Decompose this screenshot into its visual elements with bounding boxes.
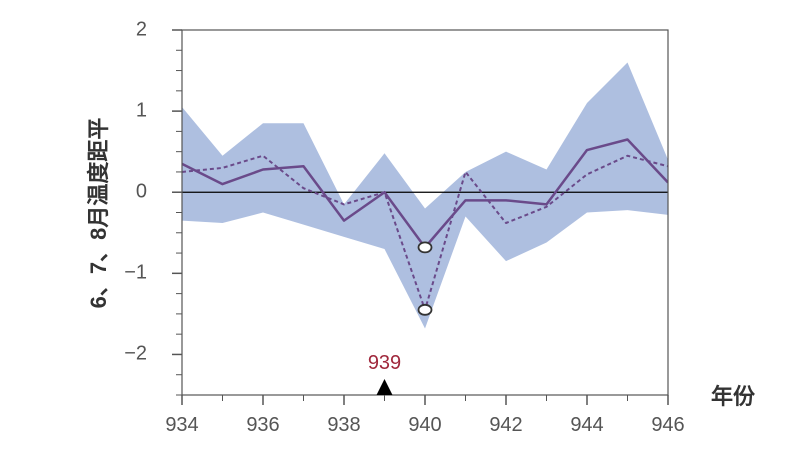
series-marker-2 xyxy=(417,303,433,316)
uncertainty-band xyxy=(182,62,668,329)
x-tick-label: 942 xyxy=(489,414,522,436)
y-axis-title: 6、7、8月温度距平 xyxy=(86,118,111,309)
event-year-label: 939 xyxy=(368,352,401,374)
x-tick-label: 938 xyxy=(327,414,360,436)
series-marker-1 xyxy=(417,241,433,254)
x-tick-label: 934 xyxy=(165,414,198,436)
x-tick-label: 946 xyxy=(651,414,684,436)
x-tick-label: 936 xyxy=(246,414,279,436)
x-tick-label: 944 xyxy=(570,414,603,436)
y-tick-label: 0 xyxy=(136,181,147,203)
x-axis-title: 年份 xyxy=(711,384,756,409)
y-tick-label: 2 xyxy=(136,18,147,40)
plot-area xyxy=(182,62,668,329)
y-tick-label: −1 xyxy=(124,262,147,284)
event-triangle-marker xyxy=(376,379,393,395)
x-tick-label: 940 xyxy=(408,414,441,436)
y-tick-label: −2 xyxy=(124,343,147,365)
y-tick-label: 1 xyxy=(136,99,147,121)
